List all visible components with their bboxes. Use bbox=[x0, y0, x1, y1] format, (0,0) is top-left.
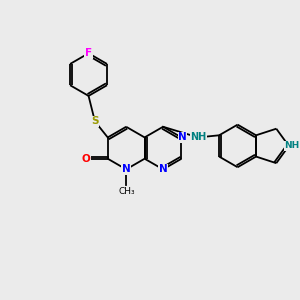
Text: N: N bbox=[159, 164, 167, 174]
Text: NH: NH bbox=[190, 132, 206, 142]
Text: NH: NH bbox=[284, 141, 299, 150]
Text: N: N bbox=[122, 164, 130, 174]
Text: CH₃: CH₃ bbox=[119, 187, 135, 196]
Text: O: O bbox=[81, 154, 90, 164]
Text: S: S bbox=[91, 116, 99, 126]
Text: N: N bbox=[178, 132, 187, 142]
Text: F: F bbox=[85, 48, 92, 58]
